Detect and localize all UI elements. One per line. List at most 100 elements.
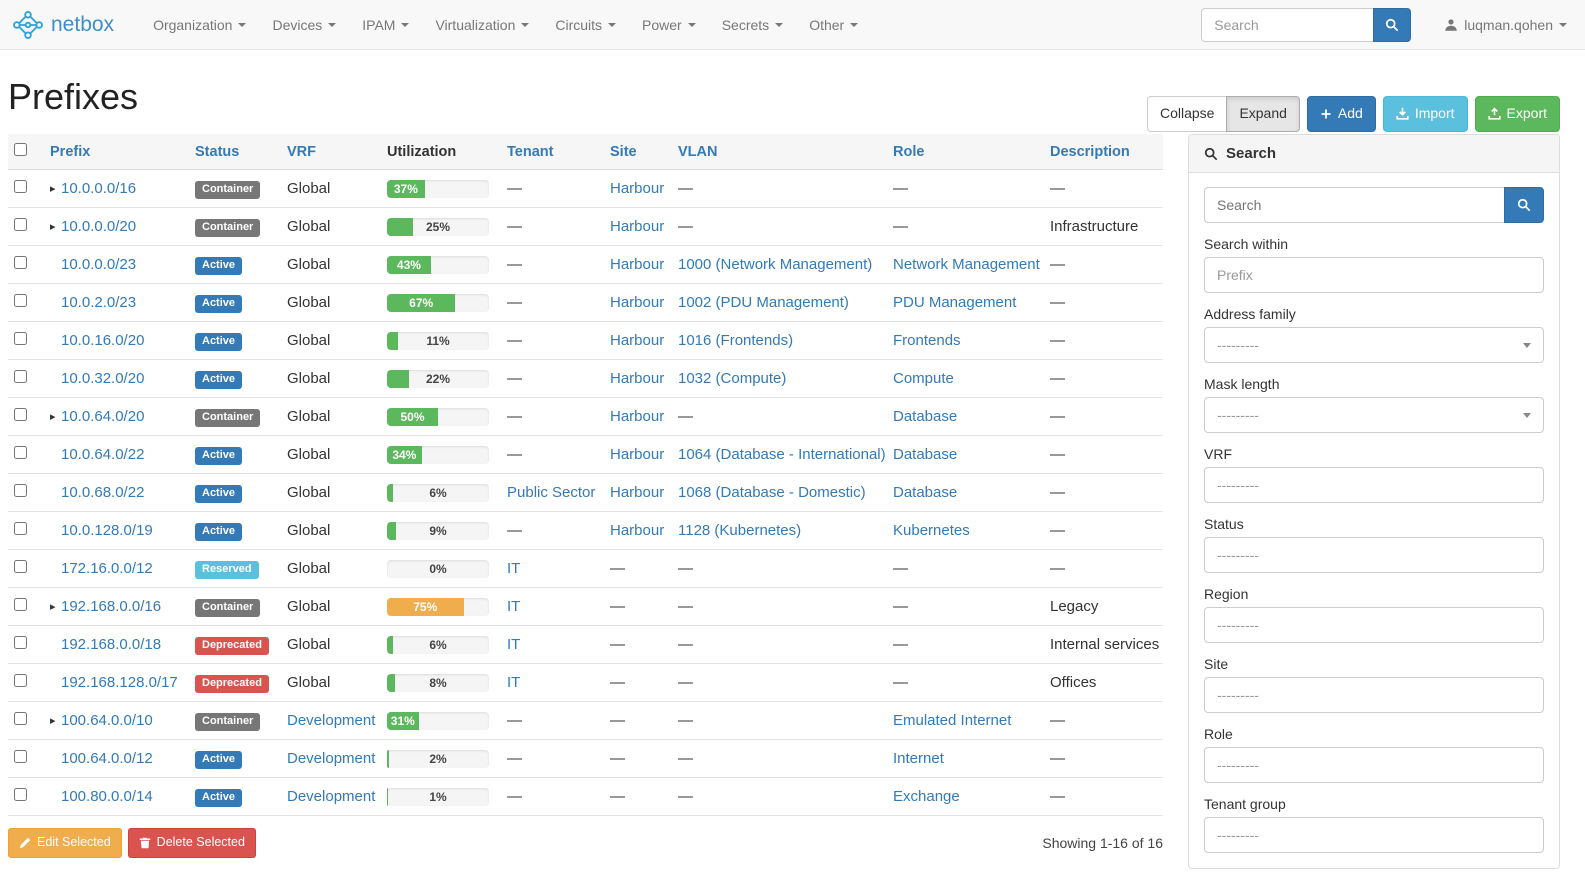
prefix-link[interactable]: 192.168.0.0/18 bbox=[61, 635, 162, 653]
role-link[interactable]: Network Management bbox=[893, 255, 1040, 273]
vlan-link[interactable]: 1002 (PDU Management) bbox=[678, 293, 849, 311]
prefix-link[interactable]: 100.64.0.0/12 bbox=[61, 749, 153, 767]
prefix-link[interactable]: 10.0.64.0/20 bbox=[61, 407, 145, 425]
nav-menu-power[interactable]: Power bbox=[629, 0, 709, 50]
expand-toggle-icon[interactable]: ▸ bbox=[50, 714, 56, 727]
vlan-link[interactable]: 1128 (Kubernetes) bbox=[678, 521, 802, 539]
status-select[interactable]: --------- bbox=[1204, 537, 1544, 573]
mask-length-select[interactable]: --------- bbox=[1204, 397, 1544, 433]
role-link[interactable]: Kubernetes bbox=[893, 521, 970, 539]
site-link[interactable]: Harbour bbox=[610, 255, 665, 273]
tenant-link[interactable]: Public Sector bbox=[507, 483, 596, 501]
site-link[interactable]: Harbour bbox=[610, 407, 665, 425]
role-link[interactable]: Database bbox=[893, 445, 958, 463]
site-link[interactable]: Harbour bbox=[610, 521, 665, 539]
role-link[interactable]: Exchange bbox=[893, 787, 960, 805]
expand-toggle-icon[interactable]: ▸ bbox=[50, 600, 56, 613]
site-link[interactable]: Harbour bbox=[610, 483, 665, 501]
role-link[interactable]: Database bbox=[893, 407, 958, 425]
row-checkbox[interactable] bbox=[14, 179, 27, 193]
row-checkbox[interactable] bbox=[14, 673, 27, 687]
sidebar-search-button[interactable] bbox=[1504, 187, 1544, 223]
edit-selected-button[interactable]: Edit Selected bbox=[8, 828, 122, 858]
row-checkbox[interactable] bbox=[14, 445, 27, 459]
row-checkbox[interactable] bbox=[14, 635, 27, 649]
vrf-link[interactable]: Development bbox=[287, 787, 376, 805]
role-link[interactable]: Emulated Internet bbox=[893, 711, 1012, 729]
row-checkbox[interactable] bbox=[14, 559, 27, 573]
row-checkbox[interactable] bbox=[14, 293, 27, 307]
navbar-search-input[interactable] bbox=[1201, 7, 1374, 42]
collapse-button[interactable]: Collapse bbox=[1146, 96, 1228, 132]
vrf-link[interactable]: Development bbox=[287, 749, 376, 767]
nav-menu-other[interactable]: Other bbox=[796, 0, 871, 50]
search-within-input[interactable] bbox=[1204, 257, 1544, 293]
site-link[interactable]: Harbour bbox=[610, 331, 665, 349]
vlan-link[interactable]: 1068 (Database - Domestic) bbox=[678, 483, 866, 501]
expand-toggle-icon[interactable]: ▸ bbox=[50, 410, 56, 423]
role-link[interactable]: PDU Management bbox=[893, 293, 1017, 311]
site-link[interactable]: Harbour bbox=[610, 293, 665, 311]
import-button[interactable]: Import bbox=[1382, 96, 1468, 132]
prefix-link[interactable]: 10.0.0.0/16 bbox=[61, 179, 137, 197]
prefix-link[interactable]: 10.0.64.0/22 bbox=[61, 445, 145, 463]
vlan-link[interactable]: 1032 (Compute) bbox=[678, 369, 787, 387]
tenant-link[interactable]: IT bbox=[507, 597, 521, 615]
vlan-link[interactable]: 1064 (Database - International) bbox=[678, 445, 885, 463]
role-link[interactable]: Compute bbox=[893, 369, 954, 387]
role-select[interactable]: --------- bbox=[1204, 747, 1544, 783]
select-all-checkbox[interactable] bbox=[14, 143, 27, 156]
delete-selected-button[interactable]: Delete Selected bbox=[127, 828, 256, 858]
column-header-tenant[interactable]: Tenant bbox=[507, 143, 554, 160]
column-header-site[interactable]: Site bbox=[610, 143, 637, 160]
prefix-link[interactable]: 10.0.68.0/22 bbox=[61, 483, 145, 501]
column-header-status[interactable]: Status bbox=[195, 143, 240, 160]
prefix-link[interactable]: 192.168.0.0/16 bbox=[61, 597, 162, 615]
column-header-prefix[interactable]: Prefix bbox=[50, 143, 91, 160]
nav-menu-circuits[interactable]: Circuits bbox=[542, 0, 629, 50]
prefix-link[interactable]: 100.64.0.0/10 bbox=[61, 711, 153, 729]
row-checkbox[interactable] bbox=[14, 521, 27, 535]
navbar-search-button[interactable] bbox=[1373, 7, 1412, 42]
prefix-link[interactable]: 100.80.0.0/14 bbox=[61, 787, 153, 805]
row-checkbox[interactable] bbox=[14, 331, 27, 345]
add-button[interactable]: Add bbox=[1306, 96, 1376, 132]
role-link[interactable]: Internet bbox=[893, 749, 944, 767]
site-link[interactable]: Harbour bbox=[610, 217, 665, 235]
row-checkbox[interactable] bbox=[14, 597, 27, 611]
tenant-group-select[interactable]: --------- bbox=[1204, 817, 1544, 853]
prefix-link[interactable]: 10.0.16.0/20 bbox=[61, 331, 145, 349]
sidebar-search-input[interactable] bbox=[1204, 187, 1504, 223]
expand-button[interactable]: Expand bbox=[1226, 96, 1300, 132]
nav-menu-ipam[interactable]: IPAM bbox=[349, 0, 422, 50]
address-family-select[interactable]: --------- bbox=[1204, 327, 1544, 363]
column-header-description[interactable]: Description bbox=[1050, 143, 1130, 160]
vrf-select[interactable]: --------- bbox=[1204, 467, 1544, 503]
expand-toggle-icon[interactable]: ▸ bbox=[50, 182, 56, 195]
role-link[interactable]: Frontends bbox=[893, 331, 961, 349]
netbox-logo[interactable]: netbox bbox=[12, 10, 114, 39]
row-checkbox[interactable] bbox=[14, 787, 27, 801]
column-header-vrf[interactable]: VRF bbox=[287, 143, 316, 160]
prefix-link[interactable]: 192.168.128.0/17 bbox=[61, 673, 178, 691]
tenant-link[interactable]: IT bbox=[507, 559, 521, 577]
column-header-vlan[interactable]: VLAN bbox=[678, 143, 718, 160]
prefix-link[interactable]: 10.0.0.0/23 bbox=[61, 255, 137, 273]
row-checkbox[interactable] bbox=[14, 369, 27, 383]
user-menu[interactable]: luqman.qohen bbox=[1444, 17, 1573, 33]
site-select[interactable]: --------- bbox=[1204, 677, 1544, 713]
row-checkbox[interactable] bbox=[14, 217, 27, 231]
prefix-link[interactable]: 10.0.0.0/20 bbox=[61, 217, 137, 235]
tenant-link[interactable]: IT bbox=[507, 635, 521, 653]
nav-menu-organization[interactable]: Organization bbox=[140, 0, 259, 50]
site-link[interactable]: Harbour bbox=[610, 369, 665, 387]
row-checkbox[interactable] bbox=[14, 711, 27, 725]
row-checkbox[interactable] bbox=[14, 407, 27, 421]
prefix-link[interactable]: 172.16.0.0/12 bbox=[61, 559, 153, 577]
prefix-link[interactable]: 10.0.128.0/19 bbox=[61, 521, 153, 539]
export-button[interactable]: Export bbox=[1474, 96, 1560, 132]
row-checkbox[interactable] bbox=[14, 255, 27, 269]
nav-menu-devices[interactable]: Devices bbox=[259, 0, 349, 50]
vrf-link[interactable]: Development bbox=[287, 711, 376, 729]
prefix-link[interactable]: 10.0.32.0/20 bbox=[61, 369, 145, 387]
